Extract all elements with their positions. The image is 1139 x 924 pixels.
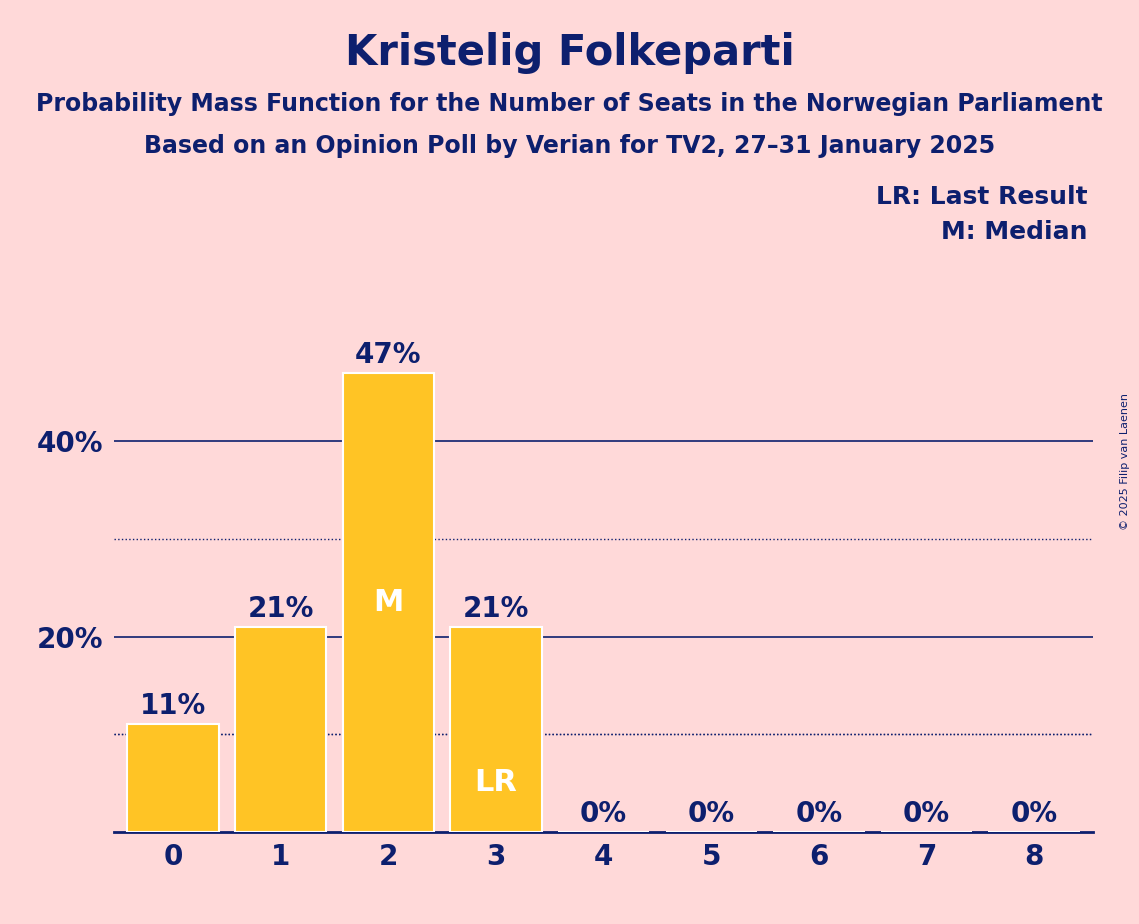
Text: © 2025 Filip van Laenen: © 2025 Filip van Laenen (1120, 394, 1130, 530)
Text: 21%: 21% (247, 595, 314, 623)
Text: 21%: 21% (462, 595, 530, 623)
Text: 0%: 0% (795, 799, 843, 828)
Text: Probability Mass Function for the Number of Seats in the Norwegian Parliament: Probability Mass Function for the Number… (36, 92, 1103, 116)
Text: Based on an Opinion Poll by Verian for TV2, 27–31 January 2025: Based on an Opinion Poll by Verian for T… (144, 134, 995, 158)
Bar (235, 626, 327, 832)
Text: Kristelig Folkeparti: Kristelig Folkeparti (345, 32, 794, 74)
Bar (343, 373, 434, 832)
Text: LR: Last Result: LR: Last Result (876, 185, 1088, 209)
Text: 47%: 47% (355, 341, 421, 370)
Text: M: Median: M: Median (941, 220, 1088, 244)
Bar (450, 626, 542, 832)
Text: 0%: 0% (1010, 799, 1058, 828)
Text: 11%: 11% (140, 692, 206, 721)
Text: LR: LR (475, 769, 517, 797)
Text: 0%: 0% (688, 799, 735, 828)
Text: 0%: 0% (580, 799, 628, 828)
Text: 0%: 0% (903, 799, 950, 828)
Bar (128, 724, 219, 832)
Text: M: M (374, 588, 403, 617)
